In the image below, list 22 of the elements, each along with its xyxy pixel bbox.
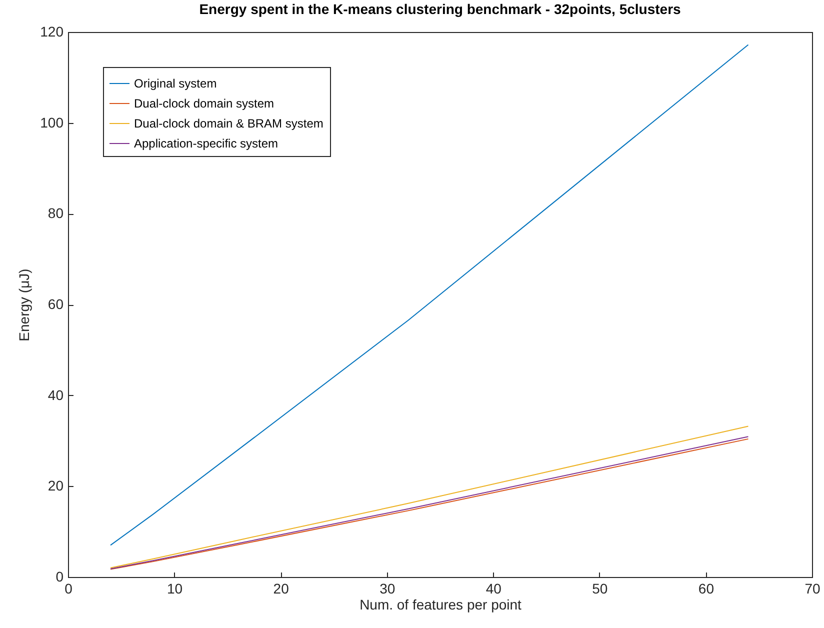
legend-label: Original system — [134, 76, 217, 90]
x-tick-label: 70 — [804, 580, 820, 596]
x-tick-label: 60 — [698, 580, 714, 596]
x-tick-label: 10 — [166, 580, 183, 596]
legend-label: Application-specific system — [134, 136, 278, 150]
x-tick-label: 30 — [380, 580, 396, 596]
y-axis-title: Energy (μJ) — [16, 268, 32, 342]
x-tick-label: 40 — [486, 580, 502, 596]
y-tick-label: 40 — [48, 386, 64, 403]
y-tick-label: 20 — [48, 478, 64, 494]
y-tick-label: 120 — [40, 24, 64, 40]
x-axis-title: Num. of features per point — [360, 596, 522, 612]
y-tick-label: 80 — [48, 205, 64, 222]
legend-label: Dual-clock domain & BRAM system — [134, 116, 324, 130]
legend-label: Dual-clock domain system — [134, 96, 274, 110]
x-tick-label: 20 — [273, 580, 290, 596]
y-tick-label: 60 — [48, 296, 64, 312]
line-series — [110, 44, 749, 546]
x-tick-label: 50 — [592, 580, 608, 596]
y-tick-label: 100 — [40, 114, 64, 130]
chart-title: Energy spent in the K-means clustering benchmark - 32points, 5clusters — [199, 1, 682, 17]
y-tick-label: 0 — [56, 568, 64, 584]
